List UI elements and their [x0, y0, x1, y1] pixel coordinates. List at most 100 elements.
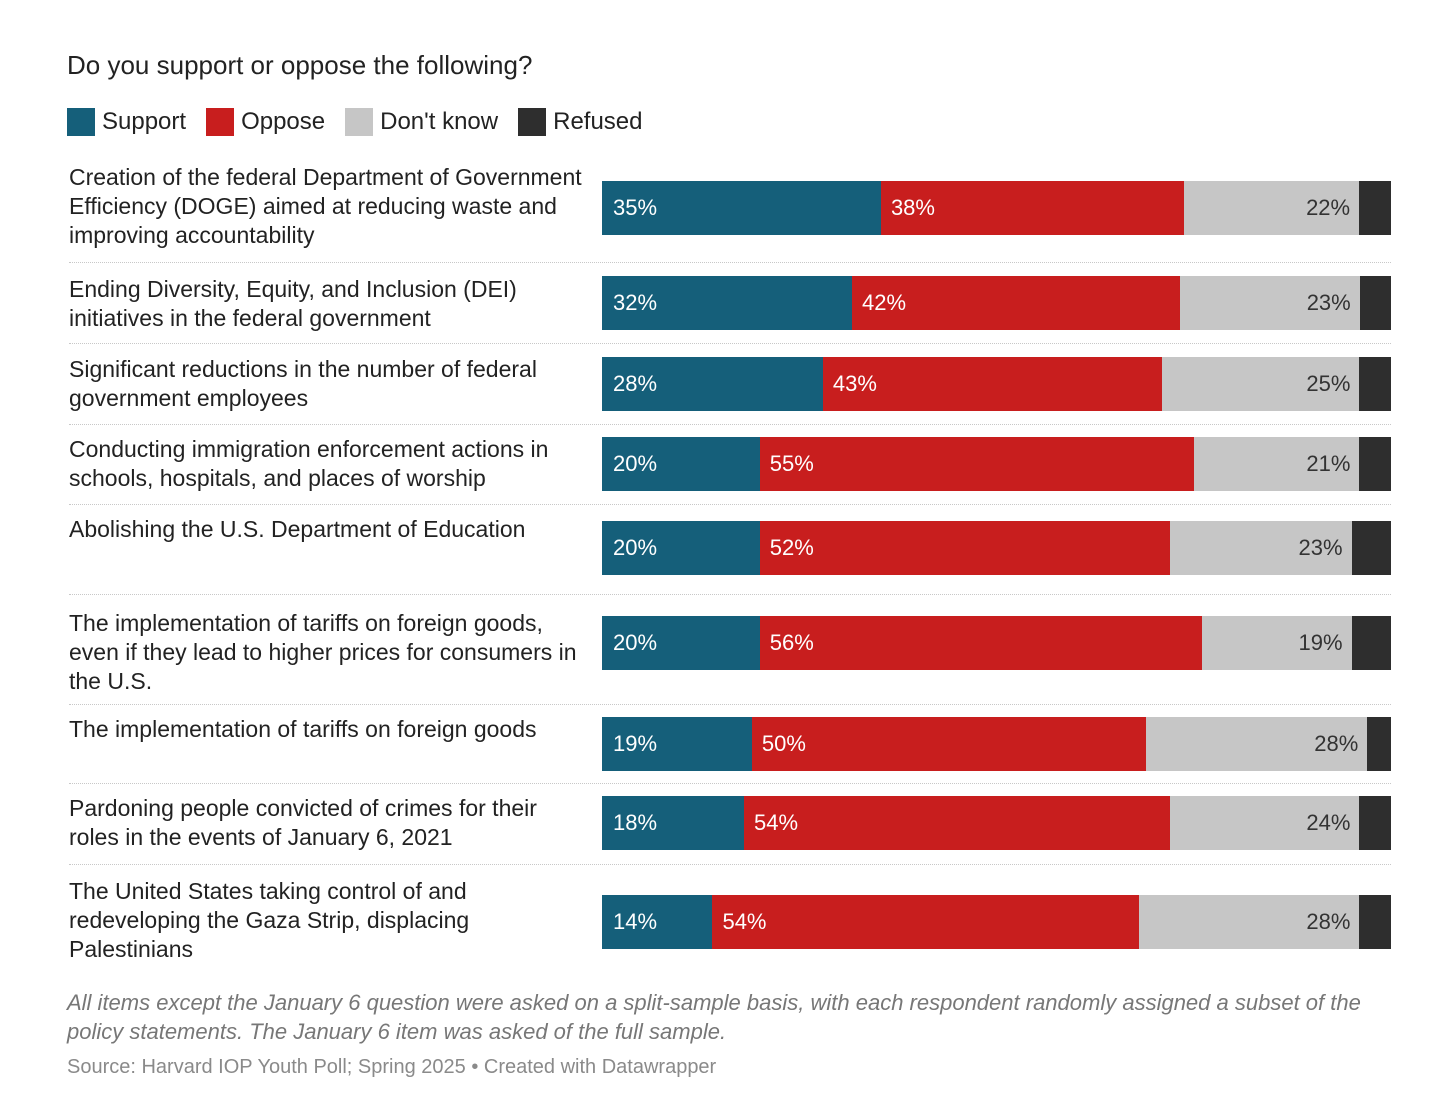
data-label: 19% — [613, 731, 658, 756]
bar-segment-don-t-know: 22% — [1183, 181, 1360, 235]
bar-segment-oppose: 42% — [851, 276, 1181, 330]
bar-segment-refused — [1367, 717, 1391, 771]
chart-rows: Creation of the federal Department of Go… — [69, 160, 1391, 972]
bar-segment-support: 20% — [602, 437, 760, 491]
legend-swatch-oppose — [206, 108, 235, 136]
category-label: Conducting immigration enforcement actio… — [69, 436, 549, 491]
data-label: 54% — [754, 810, 799, 835]
chart-title: Do you support or oppose the following? — [67, 50, 533, 80]
stacked-bar: 28% 43% 25% — [602, 357, 1391, 411]
data-label: 20% — [613, 451, 658, 476]
data-label: 50% — [761, 731, 806, 756]
bar-segment-oppose: 54% — [712, 895, 1139, 949]
data-label: 28% — [613, 371, 658, 396]
stacked-bar: 20% 56% 19% — [602, 616, 1391, 670]
category-label: Ending Diversity, Equity, and Inclusion … — [69, 276, 517, 331]
data-label: 55% — [769, 451, 814, 476]
category-label: The implementation of tariffs on foreign… — [69, 610, 577, 694]
stacked-bar: 14% 54% 28% — [602, 895, 1391, 949]
stacked-bar: 35% 38% 22% — [602, 181, 1391, 235]
chart-source: Source: Harvard IOP Youth Poll; Spring 2… — [67, 1056, 717, 1078]
bar-segment-refused — [1359, 437, 1391, 491]
bar-segment-refused — [1359, 796, 1391, 850]
bar-segment-support: 28% — [602, 357, 823, 411]
data-label: 23% — [1306, 290, 1351, 315]
bar-segment-oppose: 50% — [751, 717, 1147, 771]
bar-segment-support: 19% — [602, 717, 752, 771]
bar-segment-don-t-know: 19% — [1201, 616, 1352, 670]
bar-segment-don-t-know: 28% — [1146, 717, 1368, 771]
data-label: 14% — [613, 909, 658, 934]
data-label: 54% — [722, 909, 767, 934]
chart-row: Conducting immigration enforcement actio… — [69, 425, 1391, 505]
legend-swatch-don-t-know — [345, 108, 374, 136]
bar-segment-refused — [1359, 181, 1391, 235]
chart-row: Pardoning people convicted of crimes for… — [69, 784, 1391, 865]
data-label: 21% — [1306, 451, 1351, 476]
data-label: 52% — [769, 535, 814, 560]
data-label: 23% — [1298, 535, 1343, 560]
data-label: 32% — [613, 290, 658, 315]
bar-segment-support: 18% — [602, 796, 745, 850]
legend-item-don-t-know: Don't know — [345, 108, 498, 136]
chart-note: All items except the January 6 question … — [67, 990, 1361, 1044]
category-label: The implementation of tariffs on foreign… — [69, 716, 537, 742]
category-label: Abolishing the U.S. Department of Educat… — [69, 516, 526, 542]
bar-segment-refused — [1359, 276, 1391, 330]
data-label: 22% — [1306, 195, 1351, 220]
data-label: 25% — [1306, 371, 1351, 396]
bar-segment-support: 14% — [602, 895, 713, 949]
chart-row: Significant reductions in the number of … — [69, 344, 1391, 425]
bar-segment-don-t-know: 28% — [1138, 895, 1360, 949]
bar-segment-support: 20% — [602, 616, 760, 670]
bar-segment-refused — [1359, 357, 1391, 411]
chart-row: The implementation of tariffs on foreign… — [69, 705, 1391, 784]
data-label: 42% — [861, 290, 907, 315]
chart-row: The United States taking control of and … — [69, 865, 1391, 972]
stacked-bar: 19% 50% 28% — [602, 717, 1391, 771]
legend-item-refused: Refused — [518, 108, 643, 136]
legend-swatch-support — [67, 108, 95, 136]
category-label: The United States taking control of and … — [69, 878, 470, 962]
data-label: 20% — [613, 630, 658, 655]
bar-segment-oppose: 43% — [822, 357, 1163, 411]
legend-label: Refused — [553, 108, 643, 135]
stacked-bar: 20% 55% 21% — [602, 437, 1391, 491]
bar-segment-support: 32% — [602, 276, 852, 330]
chart-row: Ending Diversity, Equity, and Inclusion … — [69, 263, 1391, 344]
category-label: Pardoning people convicted of crimes for… — [69, 795, 537, 850]
data-label: 20% — [613, 535, 658, 560]
stacked-bar: 32% 42% 23% — [602, 276, 1391, 330]
data-label: 28% — [1306, 909, 1351, 934]
legend-swatch-refused — [518, 108, 547, 136]
legend-label: Don't know — [380, 108, 499, 135]
chart-row: Creation of the federal Department of Go… — [69, 160, 1391, 263]
legend-item-oppose: Oppose — [206, 108, 325, 136]
data-label: 28% — [1314, 731, 1359, 756]
bar-segment-support: 35% — [602, 181, 881, 235]
stacked-bar: 20% 52% 23% — [602, 521, 1391, 575]
bar-segment-oppose: 55% — [759, 437, 1194, 491]
category-label: Creation of the federal Department of Go… — [69, 164, 582, 248]
category-label: Significant reductions in the number of … — [69, 356, 537, 411]
stacked-bar: 18% 54% 24% — [602, 796, 1391, 850]
bar-segment-don-t-know: 25% — [1162, 357, 1360, 411]
bar-segment-don-t-know: 24% — [1170, 796, 1360, 850]
bar-segment-refused — [1351, 521, 1391, 575]
data-label: 43% — [832, 371, 877, 396]
bar-segment-oppose: 52% — [759, 521, 1171, 575]
data-label: 38% — [890, 195, 935, 220]
bar-segment-oppose: 54% — [744, 796, 1171, 850]
data-label: 19% — [1298, 630, 1343, 655]
bar-segment-oppose: 38% — [880, 181, 1184, 235]
legend-label: Support — [102, 108, 187, 135]
bar-segment-don-t-know: 23% — [1170, 521, 1352, 575]
bar-segment-support: 20% — [602, 521, 760, 575]
chart-row: The implementation of tariffs on foreign… — [69, 595, 1391, 705]
legend: Support Oppose Don't know Refused — [67, 106, 663, 138]
bar-segment-refused — [1359, 895, 1391, 949]
bar-segment-refused — [1351, 616, 1391, 670]
bar-segment-oppose: 56% — [759, 616, 1202, 670]
bar-segment-don-t-know: 21% — [1193, 437, 1360, 491]
data-label: 35% — [613, 195, 658, 220]
